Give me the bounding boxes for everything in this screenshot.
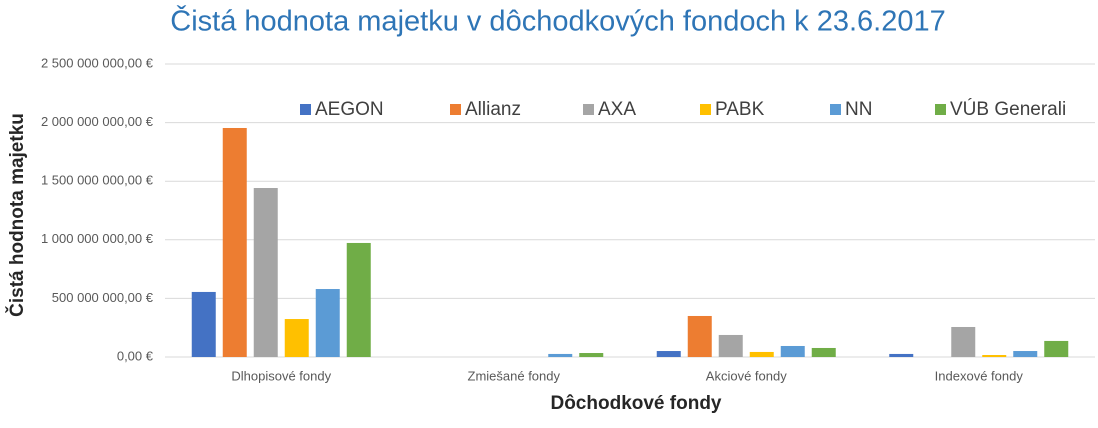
- x-tick-label: Indexové fondy: [935, 368, 1024, 383]
- legend-label: AEGON: [315, 99, 384, 120]
- legend-label: AXA: [598, 99, 636, 120]
- y-tick-label: 1 500 000 000,00 €: [41, 173, 154, 188]
- x-tick-label: Dlhopisové fondy: [231, 368, 331, 383]
- y-tick-label: 0,00 €: [117, 348, 154, 363]
- y-axis-title: Čistá hodnota majetku: [6, 113, 28, 317]
- x-axis-title: Dôchodkové fondy: [550, 393, 721, 414]
- bar: [687, 315, 712, 357]
- y-tick-label: 500 000 000,00 €: [52, 290, 154, 305]
- bar: [346, 242, 371, 357]
- legend-swatch: [583, 104, 594, 115]
- bar: [222, 127, 247, 357]
- x-tick-label: Akciové fondy: [706, 368, 787, 383]
- bar: [656, 351, 681, 357]
- bar: [191, 291, 216, 357]
- bar: [1044, 340, 1069, 357]
- legend-swatch: [300, 104, 311, 115]
- legend-label: PABK: [715, 99, 765, 120]
- bar: [579, 353, 604, 357]
- legend-swatch: [450, 104, 461, 115]
- legend-label: Allianz: [465, 99, 521, 120]
- bar: [315, 289, 340, 357]
- bar: [982, 355, 1007, 357]
- bar: [780, 345, 805, 357]
- bar: [889, 353, 914, 357]
- bar: [811, 347, 836, 357]
- y-tick-label: 2 000 000 000,00 €: [41, 114, 154, 129]
- legend-swatch: [935, 104, 946, 115]
- y-tick-label: 1 000 000 000,00 €: [41, 231, 154, 246]
- bar: [548, 353, 573, 357]
- bar: [1013, 351, 1038, 357]
- x-tick-label: Zmiešané fondy: [468, 368, 561, 383]
- legend-label: NN: [845, 99, 872, 120]
- bar: [718, 334, 743, 357]
- y-tick-label: 2 500 000 000,00 €: [41, 55, 154, 70]
- bar: [749, 351, 774, 357]
- legend-swatch: [830, 104, 841, 115]
- bar: [284, 319, 309, 357]
- bar: [253, 187, 278, 357]
- legend-swatch: [700, 104, 711, 115]
- bar: [951, 326, 976, 357]
- legend-label: VÚB Generali: [950, 98, 1066, 120]
- chart-title: Čistá hodnota majetku v dôchodkových fon…: [170, 4, 945, 38]
